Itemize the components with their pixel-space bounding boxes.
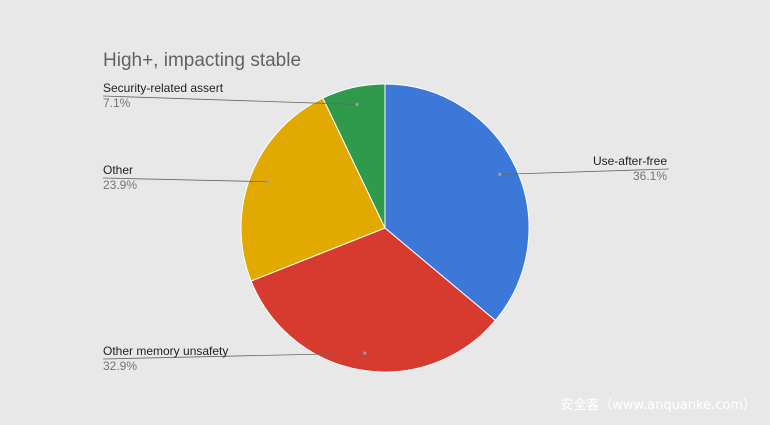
leader-line-other <box>102 177 268 183</box>
chart-title: High+, impacting stable <box>103 50 302 71</box>
leader-line-security-related-assert <box>102 95 357 105</box>
leader-dot-use-after-free <box>498 172 502 177</box>
slice-percent-use-after-free: 36.1% <box>633 169 667 183</box>
leader-dot-other-memory-unsafety <box>363 351 367 355</box>
slice-percent-other-memory-unsafety: 32.9% <box>103 359 137 373</box>
watermark: 安全客（www.anquanke.com） <box>560 398 756 413</box>
slice-label-other: Other <box>103 163 133 177</box>
pie-slice-security-related-assert <box>322 83 386 229</box>
pie-slice-use-after-free <box>384 83 530 322</box>
leader-dot-other <box>265 180 269 184</box>
slice-label-other-memory-unsafety: Other memory unsafety <box>103 344 228 358</box>
leader-dot-security-related-assert <box>355 102 359 107</box>
pie-slice-other-memory-unsafety <box>250 227 497 373</box>
slice-percent-security-related-assert: 7.1% <box>103 96 131 110</box>
slice-label-security-related-assert: Security-related assert <box>103 81 224 95</box>
slice-label-use-after-free: Use-after-free <box>593 154 667 168</box>
pie-slice-other <box>240 97 386 282</box>
slice-percent-other: 23.9% <box>103 178 137 192</box>
leader-line-use-after-free <box>499 168 670 175</box>
leader-line-other-memory-unsafety <box>102 352 365 360</box>
